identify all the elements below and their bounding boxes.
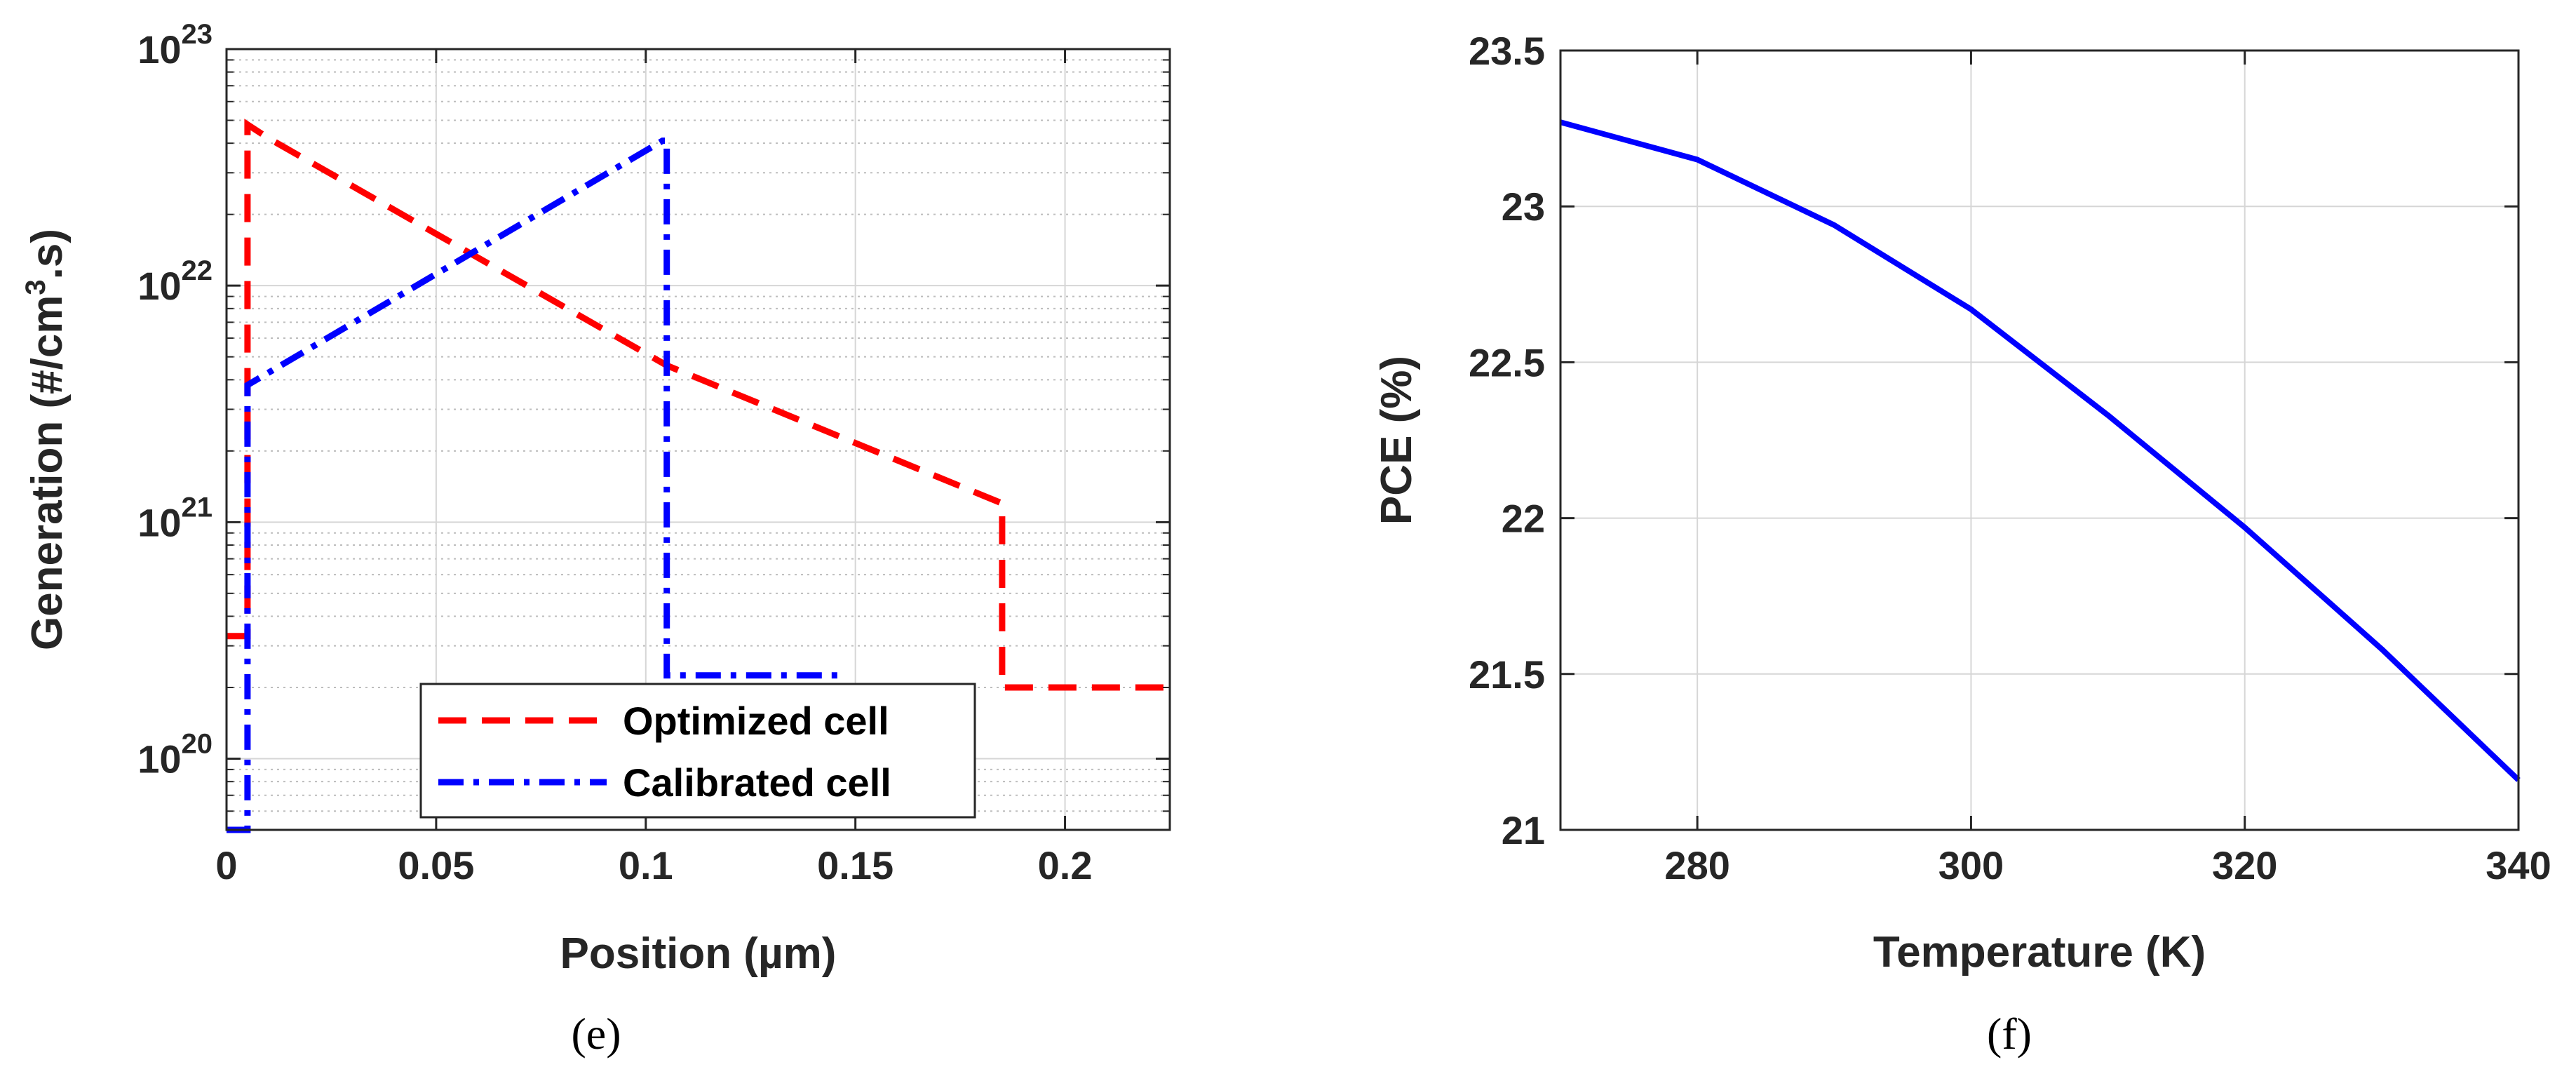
x-tick-label: 0 <box>215 843 237 887</box>
x-axis-label: Position (µm) <box>560 929 837 978</box>
x-tick-label: 280 <box>1664 843 1729 887</box>
y-axis-label: Generation (#/cm3.s) <box>20 229 72 650</box>
panel-caption-f: (f) <box>1987 1009 2032 1059</box>
x-tick-label: 0.05 <box>398 843 474 887</box>
chart-series-group <box>1559 119 2521 782</box>
panel-caption-e: (e) <box>571 1009 621 1059</box>
series-line-optimized-cell <box>227 119 1170 691</box>
y-tick-label: 1020 <box>137 729 213 781</box>
y-tick-label-base: 10 <box>137 27 181 72</box>
plot-frame <box>225 48 1171 831</box>
y-tick-label: 22.5 <box>1469 340 1545 384</box>
x-tick-label: 0.15 <box>817 843 893 887</box>
axis-ticks: 21 21.5 22 22.5 23 23.5 280 300 320 340 <box>1469 29 2551 887</box>
legend-box <box>419 683 976 819</box>
y-tick-label: 21.5 <box>1469 652 1545 697</box>
x-tick-label: 0.1 <box>619 843 673 887</box>
y-tick-label: 1023 <box>137 19 213 72</box>
y-tick-label-base: 10 <box>137 737 181 781</box>
x-tick-label: 320 <box>2212 843 2277 887</box>
x-axis-label: Temperature (K) <box>1873 928 2206 976</box>
y-tick-label-exponent: 20 <box>182 729 213 760</box>
legend-label-calibrated-cell: Calibrated cell <box>623 760 891 805</box>
y-tick-label-base: 10 <box>137 264 181 308</box>
x-tick-label: 340 <box>2486 843 2551 887</box>
y-tick-label-exponent: 23 <box>182 19 213 50</box>
plot-frame <box>1559 49 2520 831</box>
y-axis-label-tail: .s) <box>23 229 72 279</box>
y-tick-label: 1022 <box>137 255 213 308</box>
y-tick-label-exponent: 22 <box>182 255 213 286</box>
y-tick-label-exponent: 21 <box>182 492 213 523</box>
chart-grid <box>1560 51 2518 830</box>
y-tick-label: 1021 <box>137 492 213 544</box>
y-tick-label: 23 <box>1502 184 1545 229</box>
chart-legend: Optimized cell Calibrated cell <box>419 683 976 819</box>
series-line-pce <box>1559 119 2521 782</box>
chart-panel-pce: 21 21.5 22 22.5 23 23.5 280 300 320 340 Temperatu… <box>1373 29 2551 1059</box>
y-tick-label: 21 <box>1502 808 1545 852</box>
y-tick-label: 23.5 <box>1469 29 1545 73</box>
y-tick-label-base: 10 <box>137 500 181 544</box>
y-axis-label: PCE (%) <box>1373 356 1421 525</box>
y-axis-label-superscript: 3 <box>20 279 51 295</box>
y-tick-label: 22 <box>1502 497 1545 541</box>
y-axis-label-main: Generation (#/cm <box>23 295 72 650</box>
x-tick-label: 300 <box>1938 843 2004 887</box>
legend-label-optimized-cell: Optimized cell <box>623 699 889 743</box>
x-tick-label: 0.2 <box>1038 843 1093 887</box>
